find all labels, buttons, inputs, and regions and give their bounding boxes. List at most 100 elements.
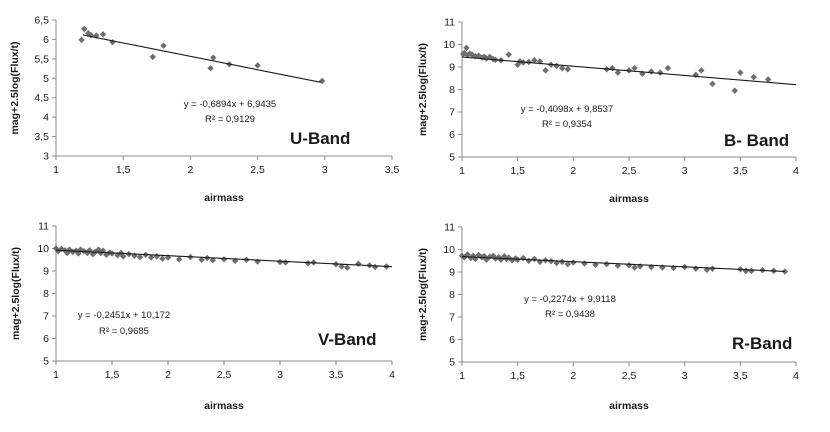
band-title: B- Band: [724, 131, 789, 150]
data-point: [344, 264, 351, 271]
data-point: [209, 257, 216, 264]
x-tick-label: 4: [793, 165, 799, 177]
x-tick-label: 3: [322, 164, 328, 176]
x-axis-label: airmass: [204, 192, 244, 204]
trend-equation: y = -0,4098x + 9,8537: [521, 104, 613, 115]
x-tick-label: 2,5: [217, 369, 232, 381]
x-tick-label: 3: [277, 369, 283, 381]
trend-equation: y = -0,2451x + 10,172: [78, 310, 170, 321]
x-tick-label: 2: [570, 165, 576, 177]
y-tick-label: 10: [443, 39, 455, 51]
data-point: [318, 77, 326, 85]
data-point: [531, 57, 538, 64]
x-tick-label: 1,5: [116, 164, 131, 176]
data-point: [463, 44, 470, 52]
x-axis-label: airmass: [609, 400, 649, 412]
y-axis-label: mag+2.5log(Flux/t): [9, 41, 21, 134]
data-point: [254, 258, 261, 265]
data-point: [461, 49, 468, 57]
data-point: [742, 267, 750, 275]
data-point: [514, 61, 521, 68]
y-tick-label: 5: [449, 152, 455, 164]
data-point: [698, 67, 705, 74]
data-point: [120, 253, 127, 260]
trend-line: [82, 34, 321, 83]
y-axis-label: mag+2.5log(Flux/t): [10, 247, 22, 340]
data-point: [99, 247, 107, 254]
data-point: [664, 64, 672, 72]
x-tick-label: 2,5: [622, 370, 637, 382]
x-tick-label: 3: [682, 165, 688, 177]
y-tick-label: 10: [37, 243, 49, 255]
r-squared: R² = 0,9685: [99, 326, 149, 337]
x-tick-label: 2: [187, 164, 193, 176]
data-point: [764, 76, 772, 83]
data-point: [66, 246, 73, 253]
y-tick-label: 9: [449, 267, 455, 279]
data-point: [520, 254, 527, 262]
data-point: [109, 38, 116, 46]
y-tick-label: 7: [449, 107, 455, 119]
x-tick-label: 1: [459, 370, 465, 382]
y-tick-label: 11: [38, 221, 49, 233]
trend-line: [461, 56, 797, 86]
trend-equation: y = -0,6894x + 6,9435: [184, 99, 276, 110]
data-point: [656, 69, 664, 76]
y-tick-label: 9: [43, 266, 49, 278]
data-point: [78, 36, 85, 44]
y-tick-label: 11: [444, 17, 455, 29]
y-tick-label: 5,5: [34, 53, 49, 65]
data-point: [648, 263, 655, 271]
data-point: [254, 62, 261, 69]
y-tick-label: 6,5: [34, 15, 49, 27]
data-point: [95, 246, 102, 253]
data-point: [93, 32, 100, 39]
y-tick-label: 6: [449, 334, 455, 346]
x-tick-label: 4: [793, 370, 799, 382]
data-point: [603, 260, 610, 268]
y-axis-label: mag+2.5log(Flux/t): [417, 43, 429, 136]
data-point: [553, 62, 560, 70]
x-tick-label: 1,5: [105, 369, 120, 381]
x-tick-label: 3: [682, 370, 688, 382]
y-tick-label: 5: [449, 357, 455, 369]
data-point: [625, 262, 633, 269]
y-tick-label: 6: [43, 333, 49, 345]
data-point: [512, 255, 519, 262]
r-squared: R² = 0,9129: [205, 114, 255, 125]
data-point: [338, 263, 345, 270]
panel-1: 3 3,5 4 4,5 5 5,5 6 6,5 1 1,5 2 2,5 3 3,5 y = -0,6894x…: [9, 15, 399, 205]
data-point: [99, 31, 107, 38]
y-tick-label: 10: [443, 244, 455, 256]
data-point: [210, 54, 217, 61]
r-squared: R² = 0,9354: [542, 119, 592, 130]
y-tick-label: 7: [449, 312, 455, 324]
data-point: [464, 251, 471, 258]
data-point: [160, 42, 167, 49]
x-axis-label: airmass: [609, 193, 649, 205]
y-tick-label: 5: [43, 73, 49, 85]
data-point: [564, 66, 571, 73]
data-point: [69, 248, 76, 256]
y-tick-label: 3: [43, 151, 49, 163]
y-tick-label: 4,5: [34, 92, 49, 104]
data-point: [159, 255, 166, 262]
data-point: [52, 245, 60, 252]
data-point: [614, 69, 622, 76]
r-squared: R² = 0,9438: [545, 309, 595, 320]
data-point: [355, 260, 362, 267]
y-tick-label: 8: [43, 288, 49, 300]
x-tick-label: 1,5: [510, 370, 525, 382]
y-tick-label: 8: [449, 289, 455, 301]
data-point: [525, 257, 532, 264]
data-point: [631, 64, 638, 72]
y-tick-label: 4: [43, 112, 49, 124]
data-point: [531, 255, 538, 263]
data-point: [570, 259, 577, 266]
y-tick-label: 3,5: [34, 131, 49, 143]
data-point: [559, 64, 566, 72]
x-tick-label: 3,5: [733, 370, 748, 382]
y-tick-label: 5: [43, 356, 49, 368]
